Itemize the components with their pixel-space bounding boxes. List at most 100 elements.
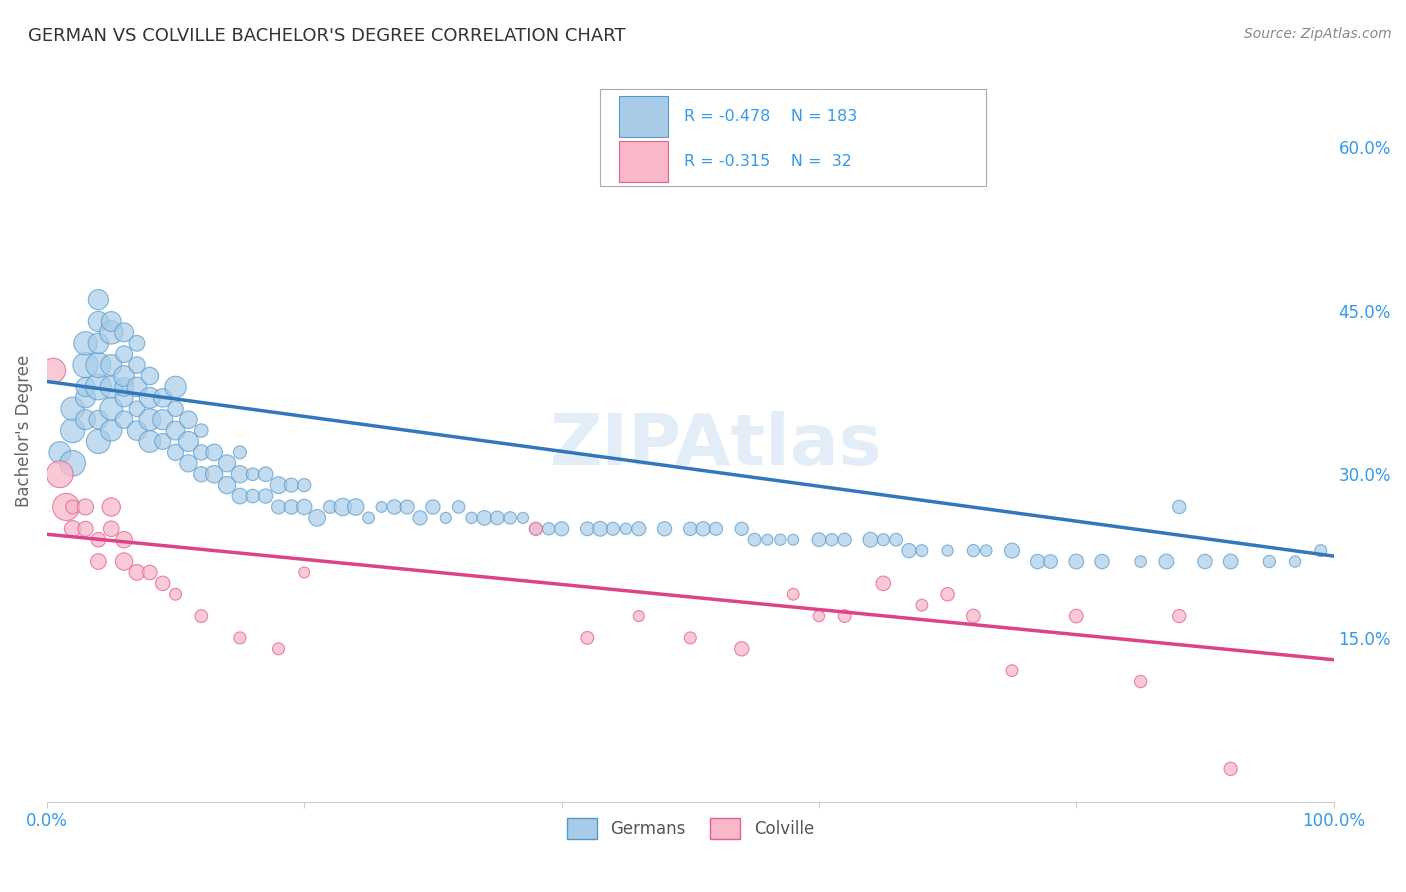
Point: [177, 412, 200, 426]
Point: [589, 522, 612, 536]
Point: [654, 522, 676, 536]
Text: Source: ZipAtlas.com: Source: ZipAtlas.com: [1244, 27, 1392, 41]
Point: [474, 511, 496, 525]
Point: [859, 533, 882, 547]
Point: [911, 598, 934, 612]
Point: [62, 456, 84, 470]
Point: [344, 500, 367, 514]
Point: [100, 314, 122, 328]
Point: [112, 412, 135, 426]
Point: [1064, 555, 1087, 569]
Point: [280, 478, 302, 492]
Point: [165, 445, 187, 459]
Point: [87, 380, 110, 394]
Point: [537, 522, 560, 536]
Point: [807, 609, 830, 624]
Point: [100, 522, 122, 536]
Point: [744, 533, 766, 547]
Point: [87, 336, 110, 351]
Point: [1156, 555, 1178, 569]
Point: [215, 456, 238, 470]
Point: [1219, 762, 1241, 776]
Point: [382, 500, 405, 514]
Point: [267, 641, 290, 656]
Point: [692, 522, 714, 536]
Point: [434, 511, 457, 525]
Point: [87, 314, 110, 328]
Point: [75, 500, 97, 514]
Point: [769, 533, 792, 547]
Point: [100, 380, 122, 394]
Point: [486, 511, 509, 525]
Point: [1091, 555, 1114, 569]
Point: [139, 412, 162, 426]
Point: [75, 391, 97, 405]
Point: [139, 369, 162, 384]
Point: [229, 631, 252, 645]
Point: [254, 467, 277, 482]
Point: [576, 522, 599, 536]
Point: [499, 511, 522, 525]
Point: [962, 609, 984, 624]
Point: [1284, 555, 1306, 569]
Point: [396, 500, 419, 514]
Point: [292, 478, 315, 492]
Point: [422, 500, 444, 514]
Point: [229, 489, 252, 503]
Point: [190, 467, 212, 482]
Point: [229, 467, 252, 482]
Point: [75, 358, 97, 372]
Point: [100, 326, 122, 340]
Point: [409, 511, 432, 525]
Point: [152, 391, 174, 405]
Bar: [620, 95, 668, 136]
Point: [100, 358, 122, 372]
Point: [177, 434, 200, 449]
Point: [974, 543, 997, 558]
Point: [821, 533, 844, 547]
Point: [782, 533, 804, 547]
Point: [112, 555, 135, 569]
Point: [1129, 674, 1152, 689]
Point: [319, 500, 342, 514]
Point: [756, 533, 779, 547]
Text: ZIPAtlas: ZIPAtlas: [550, 411, 883, 480]
Point: [292, 500, 315, 514]
Point: [731, 522, 754, 536]
Point: [42, 363, 65, 377]
Point: [55, 500, 77, 514]
FancyBboxPatch shape: [600, 89, 986, 186]
Point: [936, 587, 959, 601]
Point: [75, 380, 97, 394]
Point: [1001, 543, 1024, 558]
Point: [1129, 555, 1152, 569]
Point: [62, 401, 84, 416]
Point: [602, 522, 624, 536]
Point: [679, 631, 702, 645]
Point: [87, 434, 110, 449]
Point: [627, 522, 650, 536]
Point: [1309, 543, 1331, 558]
Point: [679, 522, 702, 536]
Point: [125, 424, 148, 438]
Point: [1168, 500, 1191, 514]
Point: [190, 424, 212, 438]
Point: [125, 336, 148, 351]
Point: [112, 369, 135, 384]
Point: [165, 401, 187, 416]
Point: [215, 478, 238, 492]
Point: [936, 543, 959, 558]
Point: [1039, 555, 1062, 569]
Y-axis label: Bachelor's Degree: Bachelor's Degree: [15, 354, 32, 507]
Point: [292, 566, 315, 580]
Point: [49, 467, 72, 482]
Point: [125, 566, 148, 580]
Point: [100, 500, 122, 514]
Point: [87, 412, 110, 426]
Point: [834, 609, 856, 624]
Point: [139, 434, 162, 449]
Point: [524, 522, 547, 536]
Point: [202, 467, 225, 482]
Point: [165, 424, 187, 438]
Text: GERMAN VS COLVILLE BACHELOR'S DEGREE CORRELATION CHART: GERMAN VS COLVILLE BACHELOR'S DEGREE COR…: [28, 27, 626, 45]
